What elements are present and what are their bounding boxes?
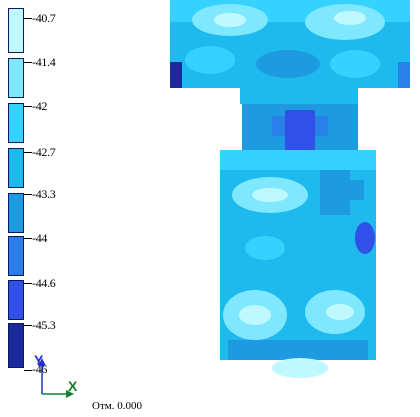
legend-tick-label: -42.7	[32, 145, 56, 159]
legend-swatch	[8, 280, 24, 320]
neck-section	[242, 104, 358, 152]
elevation-label: Отм. 0.000	[92, 400, 142, 412]
x-axis-label: X	[68, 378, 78, 394]
legend-tick-label: -41.4	[32, 55, 56, 69]
contour-map	[170, 0, 410, 378]
legend-tick-label: -44	[32, 231, 48, 245]
contour-plot	[170, 0, 410, 385]
color-legend: -40.7 -41.4 -42 -42.7 -43.3 -44 -44.6 -4…	[0, 0, 110, 380]
legend-swatch	[8, 8, 24, 53]
legend-swatch	[8, 323, 24, 368]
legend-swatches	[8, 8, 24, 370]
top-block	[170, 0, 410, 104]
legend-tick-label: -43.3	[32, 187, 56, 201]
legend-swatch	[8, 193, 24, 233]
legend-swatch	[8, 103, 24, 143]
bottom-cap	[272, 358, 328, 378]
legend-tick-label: -42	[32, 99, 48, 113]
legend-swatch	[8, 148, 24, 188]
axes-arrows-icon	[38, 358, 74, 398]
y-axis-label: Y	[34, 352, 44, 368]
legend-tick-label: -40.7	[32, 11, 56, 25]
body-section	[220, 150, 376, 360]
legend-swatch	[8, 236, 24, 276]
legend-swatch	[8, 58, 24, 98]
coordinate-axes-icon: Y X	[28, 350, 88, 400]
legend-tick-label: -45.3	[32, 318, 56, 332]
legend-tick-label: -44.6	[32, 276, 56, 290]
